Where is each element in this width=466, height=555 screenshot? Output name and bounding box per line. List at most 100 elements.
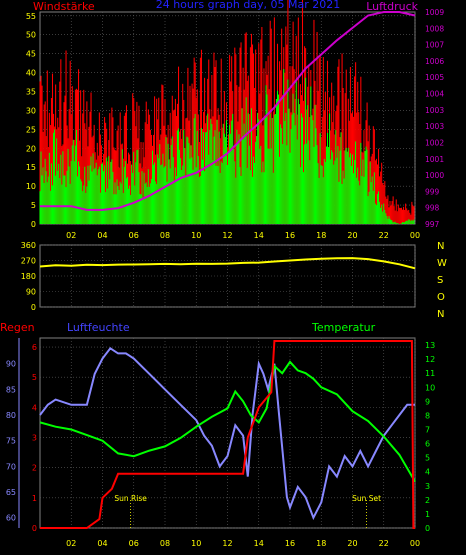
climate-panel-axes: 0123456606570758085900123456789101112130… [6,338,435,548]
pressure-tick-label: 1009 [425,8,444,17]
rain-tick-label: 2 [32,464,37,473]
wind-tick-label: 50 [26,31,36,40]
hour-tick-label: 04 [97,231,107,240]
humidity-tick-label: 65 [6,488,16,497]
compass-label: W [437,258,447,269]
temperature-tick-label: 10 [425,383,435,392]
rain-tick-label: 3 [32,434,37,443]
pressure-axis-title: Luftdruck [366,0,418,13]
hour-tick-label: 02 [66,539,76,548]
temperature-axis-title: Temperatur [311,321,376,334]
wind-direction-line [39,257,416,270]
rain-tick-label: 4 [32,403,37,412]
wind-tick-label: 25 [26,125,36,134]
pressure-tick-label: 1005 [425,73,444,82]
hour-tick-label: 20 [347,539,357,548]
hour-tick-label: 16 [285,231,295,240]
pressure-tick-label: 1003 [425,106,444,115]
pressure-tick-label: 999 [425,187,440,196]
hour-tick-label: 02 [66,231,76,240]
hour-tick-label: 14 [254,231,264,240]
wind-tick-label: 20 [26,144,36,153]
temperature-tick-label: 9 [425,397,430,406]
wind-panel-axes: 0 5 10 15 20 25 30 35 40 45 50 55 02 04 06 08 10 12 14 16 18… [26,8,445,240]
compass-label: N [437,241,444,252]
hour-tick-label: 22 [379,539,389,548]
hour-tick-label: 00 [410,539,420,548]
wind-tick-label: 10 [26,182,36,191]
temperature-tick-label: 8 [425,411,430,420]
direction-tick-label: 180 [21,272,36,281]
direction-panel-plot [39,257,416,270]
wind-pressure-panel: 0 5 10 15 20 25 30 35 40 45 50 55 02 04 06 08 10 12 14 16 18… [26,0,445,240]
temperature-tick-label: 12 [425,355,435,364]
rain-humidity-temperature-panel: 0123456606570758085900123456789101112130… [0,321,435,548]
hour-tick-label: 10 [191,231,201,240]
temperature-tick-label: 11 [425,369,435,378]
compass-label: N [437,309,444,320]
humidity-axis-title: Luftfeuchte [67,321,130,334]
rain-tick-label: 0 [32,524,37,533]
wind-tick-label: 55 [26,12,36,21]
pressure-tick-label: 1004 [425,90,444,99]
hour-tick-label: 08 [160,539,170,548]
wind-tick-label: 40 [26,69,36,78]
climate-panel-plot [39,340,416,529]
hour-tick-label: 06 [129,231,139,240]
temperature-tick-label: 7 [425,425,430,434]
wind-tick-label: 15 [26,163,36,172]
pressure-tick-label: 1002 [425,138,444,147]
wind-tick-label: 0 [31,220,36,229]
hour-tick-label: 12 [222,231,232,240]
hour-tick-label: 22 [379,231,389,240]
pressure-tick-label: 997 [425,220,440,229]
temperature-tick-label: 0 [425,524,430,533]
chart-title: 24 hours graph day, 05 Mar 2021 [156,0,341,11]
direction-tick-label: 0 [31,303,36,312]
humidity-tick-label: 85 [6,385,16,394]
rain-tick-label: 5 [32,373,37,382]
humidity-tick-label: 90 [6,360,16,369]
hour-tick-label: 14 [254,539,264,548]
direction-panel-grid [40,244,416,308]
pressure-tick-label: 1006 [425,57,444,66]
pressure-tick-label: 1001 [425,155,444,164]
hour-tick-label: 16 [285,539,295,548]
wind-tick-label: 5 [31,201,36,210]
temperature-tick-label: 6 [425,440,430,449]
rain-tick-label: 6 [32,343,37,352]
temperature-tick-label: 5 [425,454,430,463]
hour-tick-label: 06 [129,539,139,548]
temperature-line [39,360,416,483]
hour-tick-label: 10 [191,539,201,548]
wind-tick-label: 30 [26,106,36,115]
hour-tick-label: 12 [222,539,232,548]
temperature-tick-label: 3 [425,482,430,491]
wind-tick-label: 35 [26,88,36,97]
pressure-tick-label: 1008 [425,24,444,33]
pressure-tick-label: 1003 [425,122,444,131]
humidity-tick-label: 75 [6,437,16,446]
compass-label: O [437,292,445,303]
sun-event-label: Sun Rise [114,494,147,503]
pressure-line [40,11,416,211]
rain-line [40,340,415,529]
wind-panel-plot [39,0,416,224]
pressure-tick-label: 1000 [425,171,444,180]
wind-tick-label: 45 [26,50,36,59]
hour-tick-label: 18 [316,539,326,548]
humidity-tick-label: 70 [6,462,16,471]
humidity-tick-label: 60 [6,514,16,523]
temperature-tick-label: 1 [425,510,430,519]
climate-panel-background [39,337,416,529]
rain-axis-title: Regen [0,321,35,334]
pressure-tick-label: 998 [425,204,440,213]
direction-tick-label: 360 [21,241,36,250]
humidity-line [39,346,415,521]
direction-tick-label: 90 [26,288,36,297]
hour-tick-label: 04 [97,539,107,548]
temperature-tick-label: 4 [425,468,430,477]
pressure-tick-label: 1007 [425,41,444,50]
